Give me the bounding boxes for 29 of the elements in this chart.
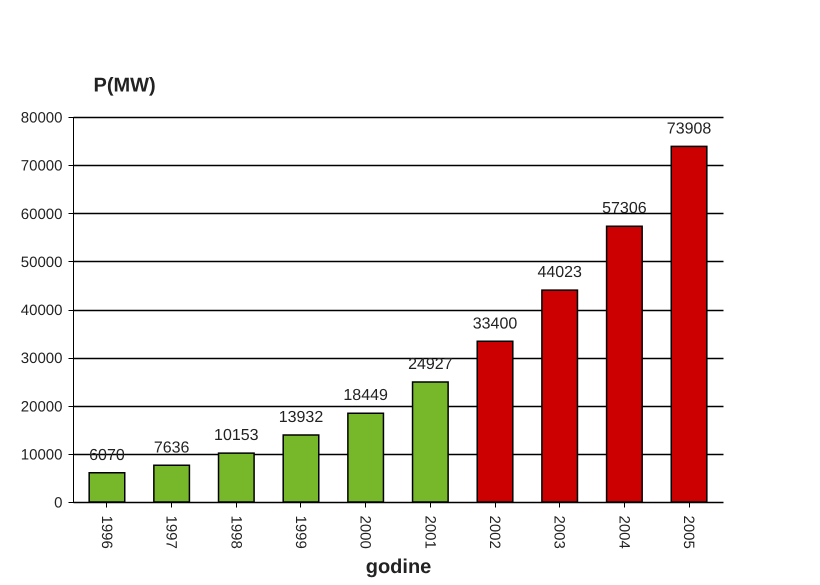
x-tick-label: 2000	[356, 516, 374, 549]
x-tick-label: 1996	[98, 516, 115, 549]
data-label: 7636	[154, 439, 190, 456]
x-tick-label: 2005	[680, 516, 698, 549]
data-label: 73908	[666, 120, 712, 138]
y-axis-title: P(MW)	[94, 74, 156, 96]
data-label: 33400	[472, 315, 518, 332]
x-tick-label: 2001	[421, 516, 438, 549]
data-label: 24927	[408, 356, 453, 374]
y-tick-label: 70000	[20, 158, 62, 175]
x-tick-label: 2004	[615, 516, 632, 549]
y-tick-label: 40000	[20, 302, 62, 319]
y-tick-label: 50000	[20, 254, 62, 271]
x-tick-label: 1998	[227, 516, 244, 549]
x-tick-label: 1999	[292, 516, 309, 549]
y-tick-label: 0	[54, 494, 62, 512]
y-tick-label: 80000	[20, 110, 62, 126]
y-tick-label: 20000	[20, 398, 62, 416]
data-label: 13932	[278, 408, 324, 426]
data-label: 10153	[214, 427, 259, 444]
x-tick-label: 2003	[550, 516, 568, 549]
y-tick-label: 10000	[20, 446, 62, 464]
y-tick-label: 60000	[20, 206, 62, 223]
data-label: 18449	[343, 387, 388, 404]
x-tick-label: 2002	[486, 516, 504, 549]
x-tick-label: 1997	[162, 516, 180, 549]
y-tick-label: 30000	[20, 350, 62, 368]
data-label: 44023	[537, 264, 582, 282]
x-axis-title: godine	[366, 556, 432, 578]
